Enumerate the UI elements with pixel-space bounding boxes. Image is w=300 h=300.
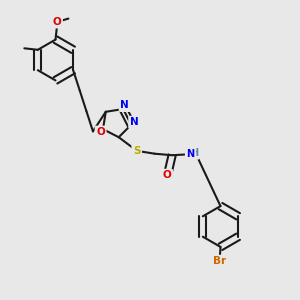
Text: S: S [133,146,140,156]
Text: O: O [96,127,105,137]
Text: N: N [186,149,194,159]
Text: O: O [52,17,62,27]
Text: O: O [163,170,171,180]
Text: N: N [130,117,139,127]
Text: N: N [120,100,129,110]
Text: Br: Br [213,256,226,266]
Text: H: H [190,148,198,158]
